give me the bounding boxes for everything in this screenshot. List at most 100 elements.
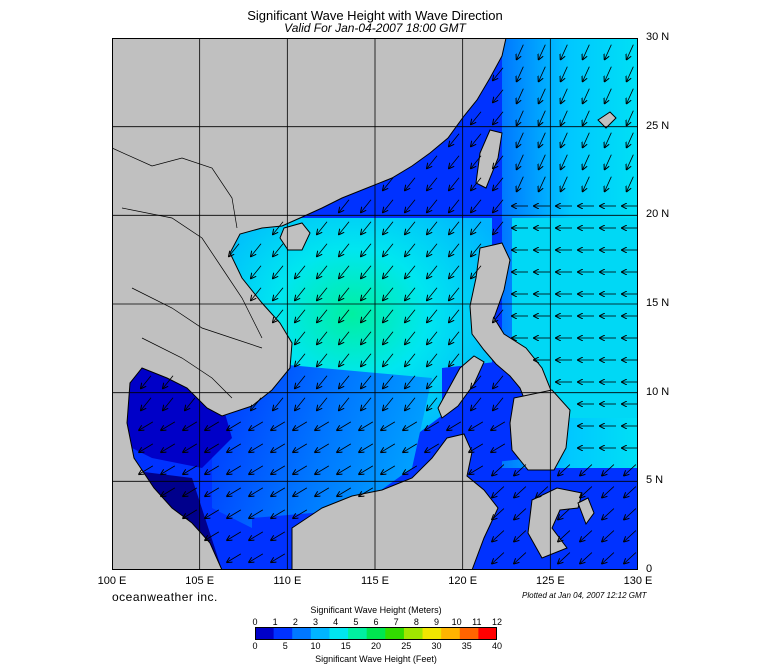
wave-arrow — [293, 421, 308, 430]
wave-arrow — [405, 397, 416, 410]
wave-arrow — [471, 177, 482, 190]
wave-arrow — [493, 309, 504, 322]
wave-arrow — [449, 155, 460, 168]
wave-arrow — [405, 353, 416, 366]
wave-arrow — [449, 353, 460, 366]
wave-arrow — [337, 487, 352, 496]
wave-arrow — [185, 397, 196, 410]
wave-arrow — [427, 353, 438, 366]
wave-arrow — [558, 464, 571, 476]
legend-meter-tick: 3 — [312, 617, 318, 627]
wave-arrow — [337, 465, 352, 474]
palawan-island — [437, 355, 485, 419]
legend-color-swatch — [366, 627, 386, 640]
wave-arrow — [492, 486, 505, 498]
wave-arrow — [317, 353, 328, 366]
wave-arrow — [561, 110, 568, 126]
legend-feet-title: Significant Wave Height (Feet) — [315, 654, 437, 664]
wave-arrow — [493, 375, 504, 388]
wave-arrow — [293, 443, 308, 452]
wave-arrow — [163, 375, 174, 388]
legend-meter-tick: 7 — [393, 617, 399, 627]
legend-meter-tick: 6 — [373, 617, 379, 627]
latitude-label: 5 N — [646, 474, 664, 487]
wave-arrow — [624, 464, 637, 476]
wave-arrow — [471, 221, 482, 234]
wave-arrow — [317, 265, 328, 278]
wave-arrow — [271, 421, 286, 430]
okinawa-island — [597, 111, 617, 129]
wave-arrow — [536, 486, 549, 498]
wave-arrow — [339, 353, 350, 366]
wave-arrow — [405, 287, 416, 300]
wave-arrow — [295, 397, 306, 410]
wave-arrow — [583, 110, 590, 126]
wave-arrow — [405, 177, 416, 190]
wave-arrow — [361, 331, 372, 344]
wave-arrow — [580, 552, 593, 564]
longitude-label: 100 E — [97, 575, 127, 587]
wave-arrow — [205, 487, 220, 496]
wave-arrow — [517, 154, 524, 170]
wave-arrow — [449, 199, 460, 212]
wave-arrow — [493, 89, 504, 102]
wave-arrow — [139, 421, 154, 430]
wave-arrow — [249, 487, 264, 496]
wave-arrow — [624, 486, 637, 498]
wave-arrow — [491, 421, 506, 430]
wave-arrow — [517, 132, 524, 148]
wave-arrow — [627, 110, 634, 126]
wave-arrow — [627, 44, 634, 60]
legend-color-swatch — [329, 627, 349, 640]
latitude-label: 10 N — [646, 385, 670, 398]
map-panel — [112, 38, 638, 570]
wave-arrow — [359, 443, 374, 452]
wave-arrow — [251, 243, 262, 256]
wave-arrow — [580, 464, 593, 476]
legend-meter-tick: 12 — [491, 617, 502, 627]
wave-arrow — [205, 509, 220, 518]
wave-arrow — [471, 397, 482, 410]
wave-arrow — [449, 287, 460, 300]
wave-arrow — [539, 176, 546, 192]
wave-arrow — [539, 132, 546, 148]
wave-arrow — [337, 443, 352, 452]
wave-arrow — [383, 287, 394, 300]
legend-feet-tick: 35 — [461, 641, 472, 651]
wave-arrow — [271, 487, 286, 496]
wave-arrow — [605, 132, 612, 148]
wave-arrow — [251, 265, 262, 278]
wave-arrow — [383, 199, 394, 212]
wave-arrow — [183, 465, 198, 474]
wave-arrow — [381, 443, 396, 452]
wave-arrow — [517, 66, 524, 82]
longitude-label: 120 E — [448, 575, 478, 587]
legend-feet-tick: 0 — [252, 641, 258, 651]
wave-arrow — [273, 221, 284, 234]
wave-arrow — [249, 509, 264, 518]
wave-arrow — [227, 509, 242, 518]
legend-color-swatch — [403, 627, 424, 640]
wave-arrow — [339, 243, 350, 256]
wave-arrow — [361, 287, 372, 300]
wave-arrow — [317, 221, 328, 234]
wave-arrow — [293, 465, 308, 474]
wave-arrow — [492, 530, 505, 542]
wave-arrow — [229, 243, 240, 256]
wave-arrow — [339, 221, 350, 234]
wave-arrow — [271, 465, 286, 474]
wave-arrow — [361, 199, 372, 212]
wave-arrow — [139, 443, 154, 452]
wave-arrow — [492, 464, 505, 476]
sulawesi-island — [527, 487, 583, 559]
mindanao-island — [509, 389, 571, 471]
wave-arrow — [558, 508, 571, 520]
wave-arrow — [605, 176, 612, 192]
legend-color-swatch — [441, 627, 461, 640]
wave-arrow — [339, 287, 350, 300]
wave-arrow — [449, 309, 460, 322]
legend-color-swatch — [310, 627, 330, 640]
wave-arrow — [558, 552, 571, 564]
wave-arrow — [427, 243, 438, 256]
legend-color-swatch — [255, 627, 275, 640]
